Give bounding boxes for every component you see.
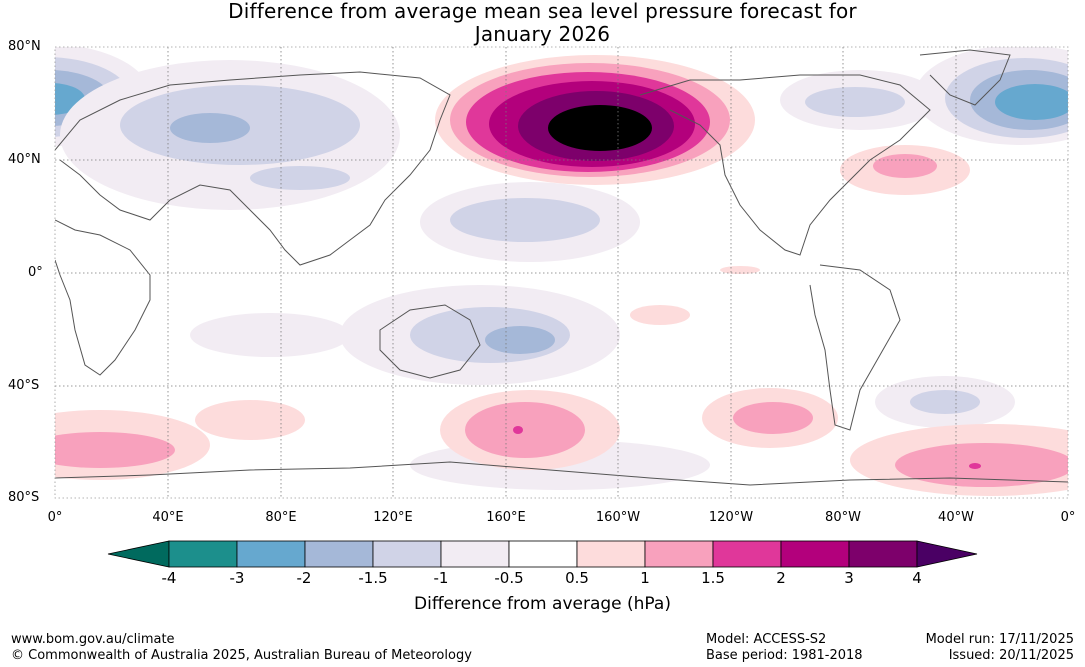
south-america-coast bbox=[809, 264, 901, 431]
colorbar-tick: -1 bbox=[433, 569, 449, 587]
colorbar-tick: -0.5 bbox=[494, 569, 524, 587]
north-pacific-positive-anomaly bbox=[435, 55, 755, 185]
lon-label-160e: 160°E bbox=[486, 510, 526, 525]
anomaly-contour bbox=[969, 463, 981, 469]
anomaly-contour bbox=[250, 166, 350, 190]
graticule bbox=[55, 47, 1068, 498]
lon-label-0: 0° bbox=[47, 510, 63, 525]
colorbar bbox=[107, 540, 978, 568]
colorbar-tick: -3 bbox=[229, 569, 245, 587]
lat-label-80s: 80°S bbox=[8, 490, 40, 505]
lon-label-80e: 80°E bbox=[265, 510, 297, 525]
lon-label-160w: 160°W bbox=[595, 510, 641, 525]
colorbar-low-extend bbox=[107, 540, 170, 568]
anomaly-contour bbox=[805, 87, 905, 117]
africa-coast bbox=[55, 219, 151, 376]
colorbar-bin bbox=[236, 540, 306, 568]
title-line-1: Difference from average mean sea level p… bbox=[228, 0, 857, 23]
footer-issued: Issued: 20/11/2025 bbox=[948, 648, 1074, 663]
anomaly-contour bbox=[995, 84, 1068, 120]
coastlines bbox=[55, 49, 1068, 486]
colorbar-tick: 0.5 bbox=[565, 569, 589, 587]
colorbar-bins bbox=[168, 540, 918, 568]
lon-label-120e: 120°E bbox=[373, 510, 413, 525]
colorbar-tick: 1.5 bbox=[701, 569, 725, 587]
footer-model: Model: ACCESS-S2 bbox=[706, 632, 827, 647]
north-atlantic-positive-anomaly bbox=[630, 145, 970, 325]
anomaly-contour bbox=[895, 443, 1068, 487]
anomaly-contour bbox=[910, 390, 980, 414]
anomaly-contour bbox=[720, 266, 760, 274]
lon-label-120w: 120°W bbox=[708, 510, 754, 525]
colorbar-tick: -4 bbox=[161, 569, 177, 587]
title-line-2: January 2026 bbox=[474, 22, 611, 46]
anomaly-contour bbox=[55, 432, 175, 468]
lon-label-0-east: 0° bbox=[1060, 510, 1076, 525]
southern-ocean-positive-anomalies bbox=[55, 388, 1068, 496]
footer-copyright: © Commonwealth of Australia 2025, Austra… bbox=[11, 648, 472, 663]
colorbar-title: Difference from average (hPa) bbox=[414, 594, 671, 614]
map-svg bbox=[54, 46, 1069, 499]
anomaly-contour bbox=[630, 305, 690, 325]
colorbar-tick: 2 bbox=[776, 569, 786, 587]
colorbar-bin bbox=[576, 540, 646, 568]
anomaly-contour bbox=[548, 105, 652, 151]
lat-label-40n: 40°N bbox=[8, 152, 41, 167]
anomaly-fields bbox=[55, 47, 1068, 498]
anomaly-contour bbox=[450, 198, 600, 242]
lon-label-40e: 40°E bbox=[152, 510, 184, 525]
colorbar-bin bbox=[644, 540, 714, 568]
anomaly-contour bbox=[513, 426, 523, 434]
lat-label-40s: 40°S bbox=[8, 378, 40, 393]
colorbar-tick: 4 bbox=[912, 569, 922, 587]
colorbar-high-extend bbox=[916, 540, 978, 568]
colorbar-bin bbox=[304, 540, 374, 568]
lon-label-40w: 40°W bbox=[938, 510, 974, 525]
footer-base-period: Base period: 1981-2018 bbox=[706, 648, 863, 663]
north-america-coast bbox=[639, 74, 931, 256]
anomaly-contour bbox=[195, 400, 305, 440]
anomaly-contour bbox=[190, 313, 350, 357]
colorbar-tick: -1.5 bbox=[358, 569, 388, 587]
colorbar-bin bbox=[848, 540, 918, 568]
footer-model-run: Model run: 17/11/2025 bbox=[925, 632, 1074, 647]
chart-title: Difference from average mean sea level p… bbox=[0, 0, 1085, 46]
colorbar-bin bbox=[440, 540, 510, 568]
siberia-negative-anomaly bbox=[60, 60, 940, 210]
colorbar-tick: 3 bbox=[844, 569, 854, 587]
anomaly-contour bbox=[465, 402, 585, 458]
anomaly-contour bbox=[873, 154, 937, 178]
antarctica-coast bbox=[55, 461, 1068, 486]
colorbar-bin bbox=[712, 540, 782, 568]
greenland-coast bbox=[919, 49, 1011, 106]
colorbar-bin bbox=[780, 540, 850, 568]
lon-label-80w: 80°W bbox=[825, 510, 861, 525]
footer-website[interactable]: www.bom.gov.au/climate bbox=[11, 632, 175, 647]
anomaly-contour bbox=[485, 326, 555, 354]
lat-label-80n: 80°N bbox=[8, 39, 41, 54]
australia-coast bbox=[379, 304, 481, 379]
lat-label-equator: 0° bbox=[28, 265, 43, 280]
colorbar-bin bbox=[372, 540, 442, 568]
colorbar-tick: -2 bbox=[296, 569, 312, 587]
anomaly-contour bbox=[733, 402, 813, 434]
anomaly-contour bbox=[170, 113, 250, 143]
colorbar-tick: 1 bbox=[640, 569, 650, 587]
eurasia-coast bbox=[55, 71, 451, 266]
colorbar-bin bbox=[508, 540, 578, 568]
colorbar-bin bbox=[168, 540, 238, 568]
pressure-anomaly-map: 80°N 40°N 0° 40°S 80°S 0° 40°E 80°E 120°… bbox=[8, 39, 1076, 525]
